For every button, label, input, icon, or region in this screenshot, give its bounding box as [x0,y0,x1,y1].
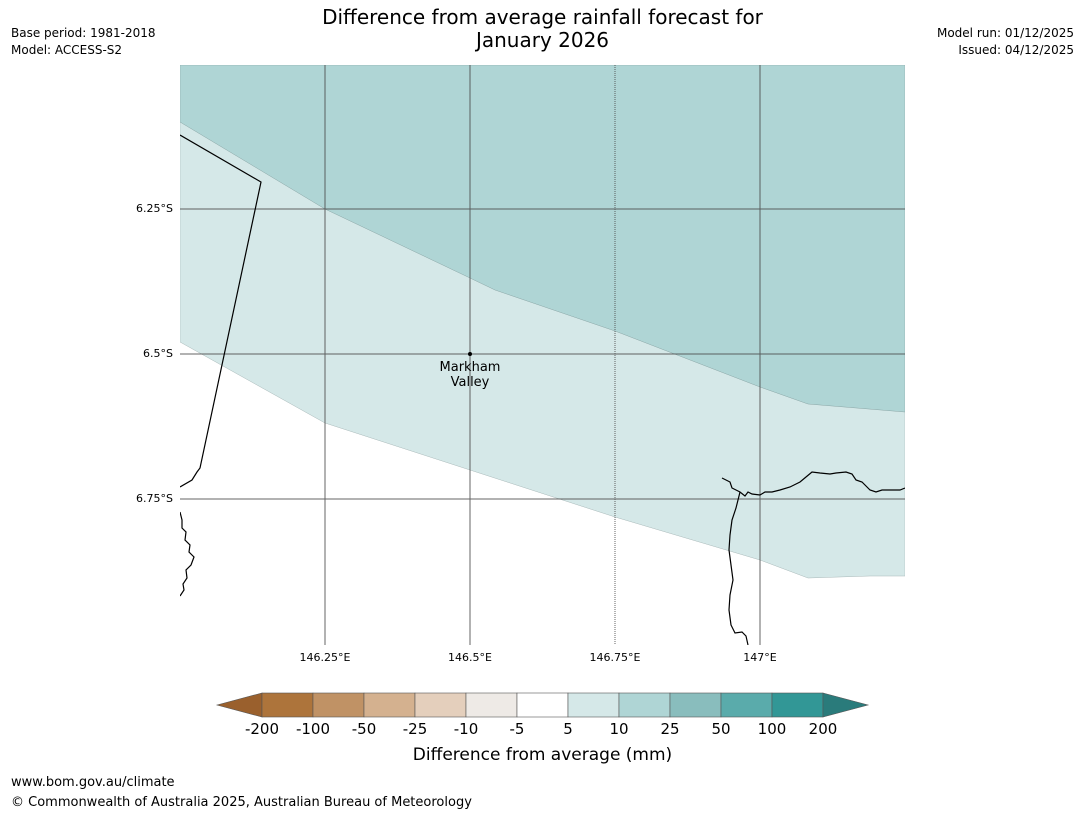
meta-right: Model run: 01/12/2025 Issued: 04/12/2025 [937,25,1074,59]
footer-url[interactable]: www.bom.gov.au/climate [11,775,175,790]
lat-tick-6-25s: 6.25°S [136,202,173,215]
colorbar-label: -100 [295,720,331,738]
colorbar-label: 10 [609,720,629,738]
colorbar-box-1 [261,692,314,718]
colorbar [215,692,870,718]
colorbar-label: -50 [351,720,377,738]
colorbar-title: Difference from average (mm) [412,745,673,765]
place-label-markham-valley: Markham Valley [425,360,515,390]
colorbar-box-3 [363,692,416,718]
colorbar-box-6 [516,692,569,718]
lon-tick-146-5e: 146.5°E [448,651,492,664]
place-name-line-1: Markham [439,360,501,375]
lon-tick-147e: 147°E [743,651,777,664]
meta-left: Base period: 1981-2018 Model: ACCESS-S2 [11,25,156,59]
lon-tick-146-75e: 146.75°E [589,651,641,664]
model-name: Model: ACCESS-S2 [11,43,123,57]
lat-tick-6-5s: 6.5°S [143,347,173,360]
colorbar-label: 100 [757,720,787,738]
border-line-west [180,134,262,488]
issued-date: Issued: 04/12/2025 [958,43,1074,57]
colorbar-label: 50 [711,720,731,738]
colorbar-label: -200 [244,720,280,738]
colorbar-box-9 [669,692,722,718]
colorbar-label: -5 [509,720,525,738]
colorbar-label: -10 [453,720,479,738]
chart-title: Difference from average rainfall forecas… [0,6,1085,52]
colorbar-box-11 [771,692,824,718]
colorbar-box-4 [414,692,467,718]
place-name-line-2: Valley [450,375,490,390]
title-line-2: January 2026 [475,28,610,52]
model-run: Model run: 01/12/2025 [936,26,1074,40]
colorbar-box-2 [312,692,365,718]
colorbar-label: 5 [563,720,573,738]
footer-copyright: © Commonwealth of Australia 2025, Austra… [11,795,472,810]
colorbar-label: 25 [660,720,680,738]
coastlines [180,134,905,645]
coastline-river [728,491,749,645]
title-line-1: Difference from average rainfall forecas… [322,5,763,29]
dot-icon [468,352,472,356]
coastline-west [180,511,195,597]
colorbar-label: 200 [808,720,838,738]
lon-tick-146-25e: 146.25°E [299,651,351,664]
colorbar-box-10 [720,692,773,718]
colorbar-extend-high [822,692,870,718]
lat-tick-6-75s: 6.75°S [136,492,173,505]
colorbar-box-5 [465,692,518,718]
colorbar-extend-low [215,692,263,718]
colorbar-box-7 [567,692,620,718]
colorbar-label: -25 [402,720,428,738]
colorbar-box-8 [618,692,671,718]
coastline-east [721,471,905,497]
base-period: Base period: 1981-2018 [11,26,156,40]
